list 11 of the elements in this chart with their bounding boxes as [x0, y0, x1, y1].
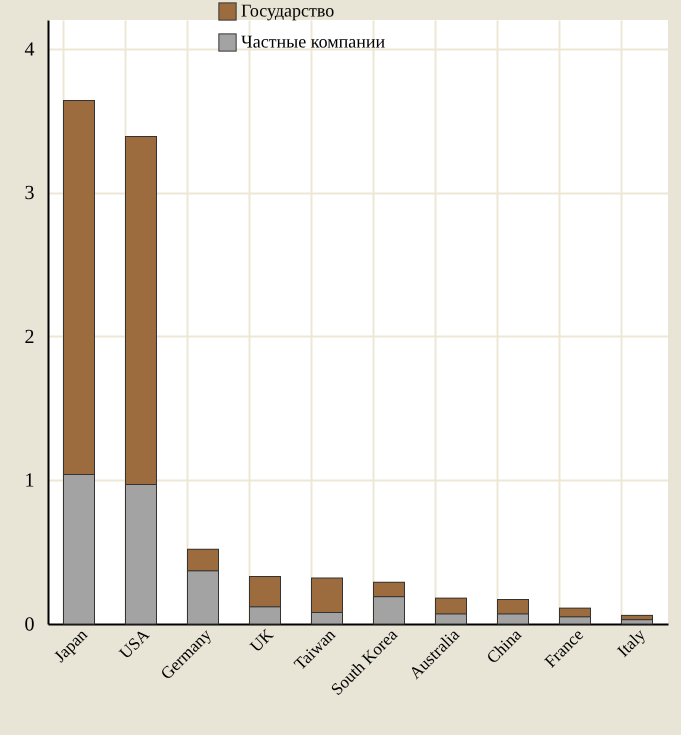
y-tick-label: 2 — [24, 326, 34, 348]
x-tick-label: Italy — [614, 624, 650, 661]
legend-label: Частные компании — [241, 32, 386, 52]
y-tick-label: 3 — [24, 182, 34, 204]
y-tick-label: 1 — [24, 470, 34, 492]
y-tick-label: 4 — [24, 38, 34, 60]
x-tick-label: USA — [116, 624, 154, 663]
bar — [621, 614, 653, 620]
legend-label: Государство — [241, 0, 334, 20]
x-tick-label: UK — [246, 624, 278, 656]
y-tick-label: 0 — [24, 614, 34, 636]
